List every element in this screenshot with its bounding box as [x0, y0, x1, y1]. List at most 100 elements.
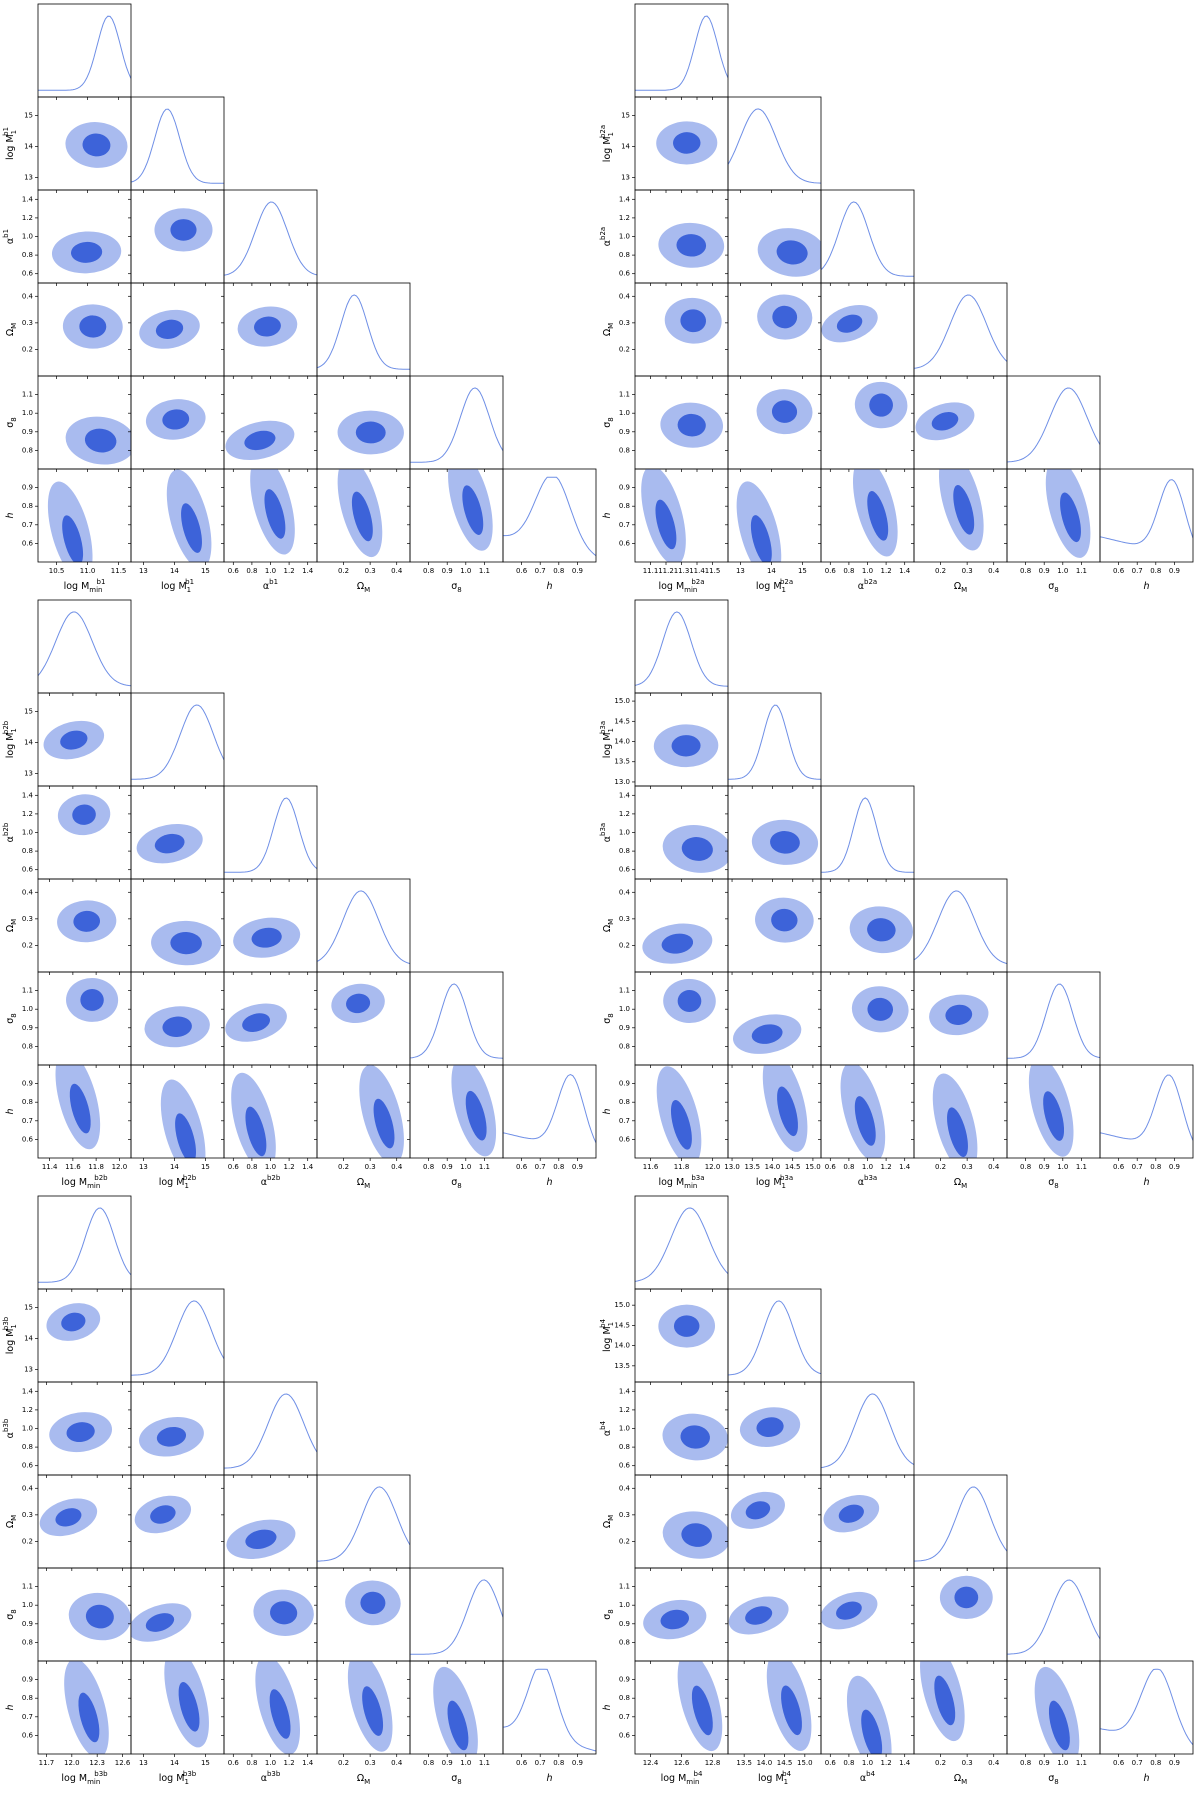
label-sub: min [686, 1778, 699, 1786]
contour-inner [854, 1096, 876, 1146]
x-tick-label: 12.3 [89, 1759, 105, 1767]
y-tick-label: 0.7 [22, 1117, 33, 1125]
contour-inner [680, 309, 707, 333]
cell-content [253, 1589, 314, 1636]
contour-inner [55, 1508, 82, 1527]
cell-content [728, 704, 821, 780]
contour-inner [869, 393, 893, 417]
x-tick-label: 0.3 [365, 1759, 376, 1767]
contour-inner [867, 918, 896, 942]
x-tick-label: 14.0 [765, 1163, 781, 1171]
cell-content [732, 1014, 802, 1054]
cell-content [653, 724, 719, 768]
contour-inner [242, 1013, 270, 1032]
label-base: h [602, 512, 613, 518]
y-tick-label: 0.6 [22, 1462, 34, 1470]
contour-inner [72, 804, 96, 825]
density-curve [410, 983, 503, 1059]
x-tick-label: 13.5 [744, 1163, 760, 1171]
cell-content [433, 1666, 478, 1754]
y-tick-label: 13 [621, 174, 630, 182]
label-sub: M [961, 1778, 967, 1786]
axis-label: ΩM [357, 581, 370, 595]
x-tick-label: 0.9 [1039, 567, 1050, 575]
axis-label: σ8 [602, 1609, 616, 1620]
contour-inner [85, 1604, 114, 1629]
y-tick-label: 1.1 [22, 1583, 33, 1591]
y-tick-label: 1.4 [619, 791, 631, 799]
x-tick-label: 11.6 [643, 1163, 659, 1171]
label-sub: M [607, 323, 615, 329]
y-tick-label: 1.0 [22, 233, 33, 241]
contour-inner [677, 989, 702, 1013]
contour-inner [62, 515, 84, 562]
y-tick-label: 0.2 [22, 345, 33, 353]
density-curve [914, 890, 1007, 965]
y-tick-label: 0.8 [619, 502, 630, 510]
x-tick-label: 11.4 [42, 1163, 58, 1171]
contour-inner [836, 314, 863, 333]
cell-content [662, 825, 728, 873]
density-curve [317, 294, 410, 370]
cell-content [757, 228, 821, 277]
label-base: Ω [954, 1773, 961, 1784]
contour-inner [170, 219, 197, 241]
x-tick-label: 1.1 [479, 1163, 490, 1171]
cell-content [51, 231, 122, 274]
y-tick-label: 0.7 [22, 1713, 33, 1721]
density-curve [914, 294, 1007, 369]
x-tick-label: 0.8 [246, 567, 257, 575]
cell-content [1007, 1579, 1100, 1655]
y-tick-label: 0.8 [619, 1443, 630, 1451]
cell-content [849, 906, 914, 954]
x-tick-label: 1.4 [899, 1163, 911, 1171]
cell-frame [502, 1064, 597, 1159]
y-tick-label: 0.4 [22, 292, 34, 300]
label-base: log M [61, 1773, 87, 1784]
y-tick-label: 0.6 [619, 1731, 631, 1739]
contour-inner [156, 1426, 187, 1447]
x-tick-label: 0.8 [1150, 1163, 1161, 1171]
label-sub: 1 [784, 1778, 788, 1786]
cell-content [656, 121, 718, 165]
cell-content [237, 306, 298, 347]
y-tick-label: 0.2 [619, 941, 630, 949]
cell-content [739, 1407, 801, 1447]
y-tick-label: 15 [24, 708, 33, 716]
label-base: Ω [602, 329, 613, 336]
contour-inner [781, 1685, 802, 1736]
label-base: h [602, 1704, 613, 1710]
y-tick-label: 1.0 [22, 829, 33, 837]
cell-frame [634, 599, 729, 694]
x-tick-label: 0.9 [1039, 1759, 1050, 1767]
axis-label: h [1143, 1177, 1149, 1188]
x-tick-label: 12.0 [705, 1163, 721, 1171]
label-sub: M [10, 323, 18, 329]
contour-inner [245, 1529, 277, 1549]
label-sub: min [87, 1778, 100, 1786]
y-tick-label: 0.8 [22, 1638, 33, 1646]
x-tick-label: 0.2 [338, 567, 349, 575]
x-tick-label: 0.2 [935, 1759, 946, 1767]
label-base: σ [451, 1773, 457, 1784]
label-sub: M [607, 1515, 615, 1521]
y-tick-label: 1.2 [22, 810, 33, 818]
cell-content [730, 1491, 785, 1529]
cell-content [846, 1675, 892, 1754]
axis-label: ΩM [954, 1177, 967, 1191]
x-tick-label: 0.9 [1039, 1163, 1050, 1171]
label-base: Ω [5, 329, 16, 336]
cell-content [224, 201, 317, 276]
y-tick-label: 0.7 [619, 1117, 630, 1125]
y-tick-label: 14.0 [614, 738, 630, 746]
contour-inner [745, 1501, 771, 1520]
contour-inner [465, 1090, 487, 1141]
contour-inner [660, 1609, 690, 1630]
y-tick-label: 1.1 [619, 987, 630, 995]
y-tick-label: 0.6 [22, 866, 34, 874]
cell-frame [820, 1381, 915, 1476]
cell-content [49, 1412, 113, 1453]
x-tick-label: 15 [201, 1759, 210, 1767]
label-sub: 8 [457, 1778, 461, 1786]
cell-content [225, 1003, 287, 1042]
